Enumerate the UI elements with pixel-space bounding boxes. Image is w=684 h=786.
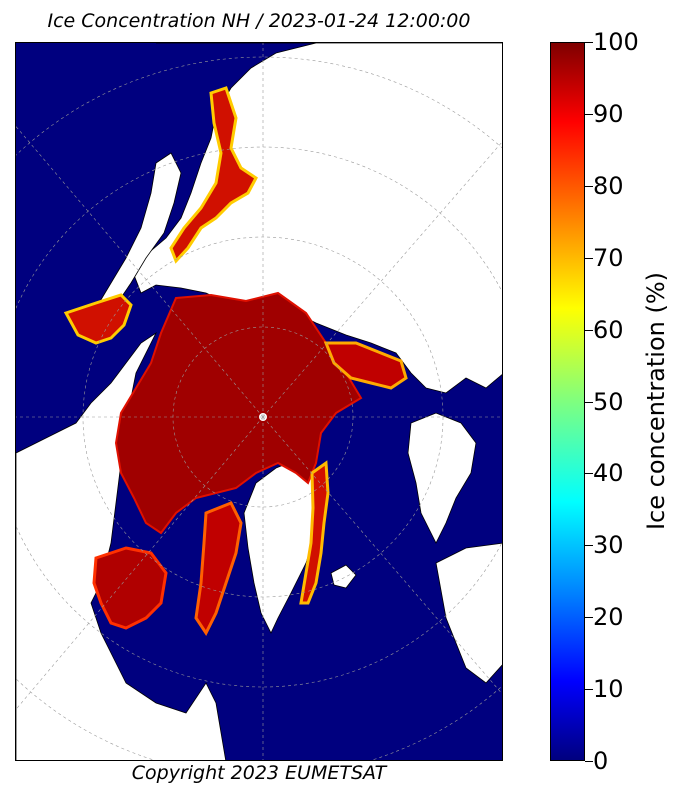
colorbar-tick-label: 30: [593, 531, 624, 560]
colorbar-tick-label: 40: [593, 459, 624, 488]
map-title: Ice Concentration NH / 2023-01-24 12:00:…: [47, 10, 471, 32]
colorbar-tick-label: 10: [593, 675, 624, 704]
colorbar-tick-mark: [585, 401, 593, 403]
colorbar-tick-label: 70: [593, 243, 624, 272]
colorbar-tick-mark: [585, 185, 593, 187]
colorbar-tick-mark: [585, 113, 593, 115]
colorbar-tick-label: 20: [593, 603, 624, 632]
colorbar-tick-mark: [585, 689, 593, 691]
ice-bering-sea: [63, 293, 133, 345]
colorbar-tick-label: 90: [593, 99, 624, 128]
colorbar-tick-mark: [585, 545, 593, 547]
colorbar-tick-mark: [585, 473, 593, 475]
land-iceland: [330, 564, 357, 589]
land-europe: [435, 542, 502, 684]
graticule: [16, 43, 502, 760]
ice-okhotsk-sea: [169, 86, 258, 264]
ice-east-greenland: [299, 460, 330, 605]
colorbar: [550, 42, 585, 761]
colorbar-tick-label: 80: [593, 171, 624, 200]
colorbar-tick-label: 0: [593, 747, 609, 775]
land-north-america: [16, 331, 227, 760]
colorbar-tick-mark: [585, 257, 593, 259]
land-scandinavia: [407, 412, 477, 544]
colorbar-tick-mark: [585, 617, 593, 619]
copyright-notice: Copyright 2023 EUMETSAT: [131, 762, 387, 784]
colorbar-tick-label: 50: [593, 387, 624, 416]
ice-central-arctic: [114, 291, 363, 535]
colorbar-tick-mark: [585, 329, 593, 331]
ice-baffin-bay: [194, 501, 243, 636]
colorbar-tick-label: 100: [593, 28, 639, 56]
ice-hudson-bay: [92, 546, 168, 630]
colorbar-tick-mark: [585, 761, 593, 762]
colorbar-tick-label: 60: [593, 315, 624, 344]
ice-concentration-map: [15, 42, 503, 761]
map-canvas: [16, 43, 502, 760]
ice-kara-sea: [323, 341, 408, 390]
colorbar-tick-mark: [585, 42, 593, 43]
colorbar-label: Ice concentration (%): [642, 271, 670, 531]
